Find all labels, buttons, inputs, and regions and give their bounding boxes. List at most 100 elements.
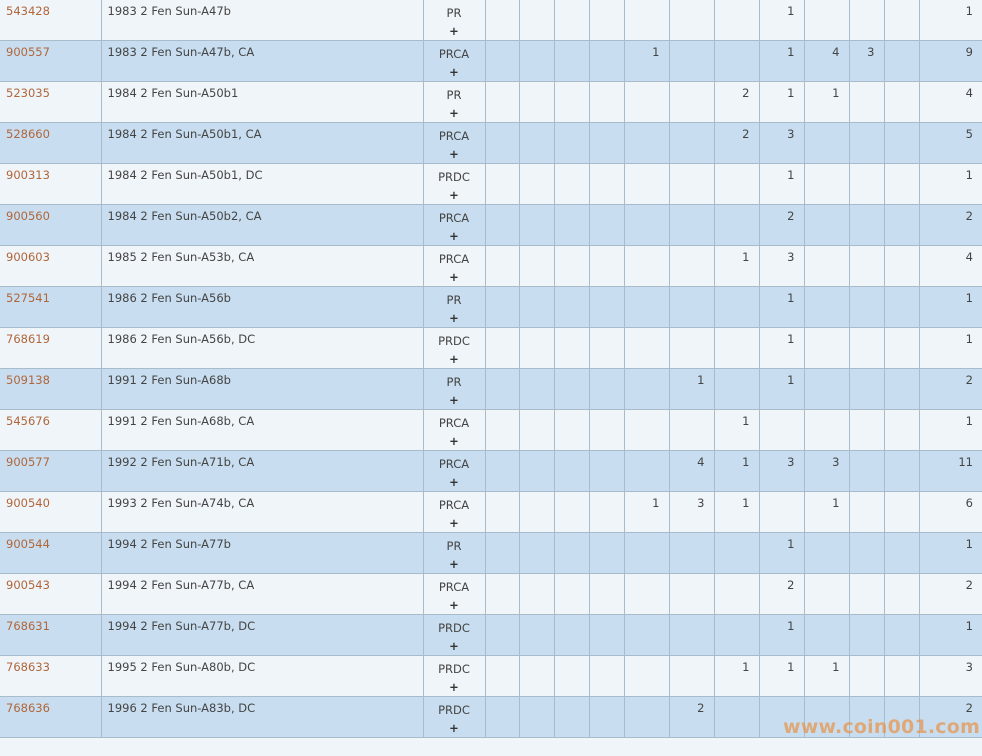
expand-plus-icon[interactable]: + xyxy=(449,639,459,653)
grade-count-cell: 1 xyxy=(758,327,805,369)
grade-count-cell xyxy=(848,245,885,287)
grade-count-cell xyxy=(848,532,885,574)
cert-id-link[interactable]: 900313 xyxy=(6,168,50,182)
cert-id-cell: 900544 xyxy=(0,532,102,574)
coin-name-cell: 1993 2 Fen Sun-A74b, CA xyxy=(100,491,424,533)
grade-count-cell xyxy=(848,655,885,697)
grade-count-cell: 4 xyxy=(668,450,715,492)
grade-count-cell xyxy=(713,532,760,574)
grade-count-cell xyxy=(883,655,920,697)
cert-id-link[interactable]: 545676 xyxy=(6,414,50,428)
grade-count-cell: 2 xyxy=(668,696,715,738)
grade-count-cell: 1 xyxy=(713,245,760,287)
grade-count-cell: 2 xyxy=(713,122,760,164)
cert-id-link[interactable]: 900543 xyxy=(6,578,50,592)
grade-count-cell xyxy=(848,573,885,615)
grade-count-cell: 1 xyxy=(803,655,850,697)
cert-id-link[interactable]: 900540 xyxy=(6,496,50,510)
grade-count-cell xyxy=(883,614,920,656)
expand-plus-icon[interactable]: + xyxy=(449,270,459,284)
grade-count-cell xyxy=(588,696,625,738)
grade-count-cell xyxy=(883,245,920,287)
cert-id-link[interactable]: 768636 xyxy=(6,701,50,715)
grade-count-cell xyxy=(668,409,715,451)
grade-count-cell xyxy=(883,40,920,82)
grade-count-cell xyxy=(758,409,805,451)
cert-id-link[interactable]: 900603 xyxy=(6,250,50,264)
expand-plus-icon[interactable]: + xyxy=(449,188,459,202)
cert-id-cell: 900313 xyxy=(0,163,102,205)
cert-id-link[interactable]: 900557 xyxy=(6,45,50,59)
grade-count-cell xyxy=(518,491,555,533)
table-row: 768619 1986 2 Fen Sun-A56b, DC PRDC +1 1 xyxy=(0,327,982,369)
grade-count-cell xyxy=(518,409,555,451)
total-count-cell: 11 xyxy=(918,450,982,492)
grade-count-cell: 3 xyxy=(758,450,805,492)
grade-count-cell xyxy=(484,286,520,328)
grade-count-cell xyxy=(553,491,590,533)
grade-count-cell xyxy=(668,532,715,574)
cert-id-link[interactable]: 768633 xyxy=(6,660,50,674)
expand-plus-icon[interactable]: + xyxy=(449,434,459,448)
grade-count-cell xyxy=(623,286,670,328)
coin-name-cell: 1991 2 Fen Sun-A68b, CA xyxy=(100,409,424,451)
grade-count-cell xyxy=(668,286,715,328)
expand-plus-icon[interactable]: + xyxy=(449,557,459,571)
total-count-cell: 2 xyxy=(918,573,982,615)
grade-count-cell xyxy=(848,81,885,123)
expand-plus-icon[interactable]: + xyxy=(449,24,459,38)
grade-count-cell xyxy=(484,327,520,369)
watermark: www.coin001.com xyxy=(783,716,981,738)
grade-cell: PRCA + xyxy=(422,204,486,246)
cert-id-link[interactable]: 543428 xyxy=(6,4,50,18)
cert-id-link[interactable]: 900544 xyxy=(6,537,50,551)
grade-count-cell xyxy=(553,163,590,205)
cert-id-link[interactable]: 768631 xyxy=(6,619,50,633)
grade-count-cell xyxy=(484,450,520,492)
grade-count-cell xyxy=(588,286,625,328)
table-row: 900543 1994 2 Fen Sun-A77b, CA PRCA +2 2 xyxy=(0,573,982,615)
cert-id-link[interactable]: 527541 xyxy=(6,291,50,305)
grade-count-cell xyxy=(803,245,850,287)
expand-plus-icon[interactable]: + xyxy=(449,311,459,325)
total-count-cell: 1 xyxy=(918,286,982,328)
grade-count-cell xyxy=(553,40,590,82)
cert-id-link[interactable]: 528660 xyxy=(6,127,50,141)
grade-count-cell xyxy=(518,122,555,164)
expand-plus-icon[interactable]: + xyxy=(449,721,459,735)
coin-name-cell: 1983 2 Fen Sun-A47b xyxy=(100,0,424,41)
grade-count-cell xyxy=(713,40,760,82)
cert-id-cell: 545676 xyxy=(0,409,102,451)
grade-count-cell xyxy=(553,655,590,697)
grade-count-cell xyxy=(553,573,590,615)
cert-id-link[interactable]: 768619 xyxy=(6,332,50,346)
expand-plus-icon[interactable]: + xyxy=(449,229,459,243)
grade-count-cell: 1 xyxy=(758,368,805,410)
grade-count-cell: 3 xyxy=(803,450,850,492)
expand-plus-icon[interactable]: + xyxy=(449,147,459,161)
grade-count-cell xyxy=(623,245,670,287)
cert-id-link[interactable]: 900577 xyxy=(6,455,50,469)
expand-plus-icon[interactable]: + xyxy=(449,598,459,612)
expand-plus-icon[interactable]: + xyxy=(449,393,459,407)
table-row: 768633 1995 2 Fen Sun-A80b, DC PRDC +1 1 1 3 xyxy=(0,655,982,697)
grade-count-cell xyxy=(883,122,920,164)
cert-id-cell: 543428 xyxy=(0,0,102,41)
cert-id-link[interactable]: 900560 xyxy=(6,209,50,223)
cert-id-link[interactable]: 523035 xyxy=(6,86,50,100)
grade-count-cell xyxy=(623,327,670,369)
expand-plus-icon[interactable]: + xyxy=(449,106,459,120)
expand-plus-icon[interactable]: + xyxy=(449,680,459,694)
grade-count-cell xyxy=(553,450,590,492)
total-count-cell: 4 xyxy=(918,81,982,123)
expand-plus-icon[interactable]: + xyxy=(449,352,459,366)
expand-plus-icon[interactable]: + xyxy=(449,65,459,79)
grade-cell: PRCA + xyxy=(422,409,486,451)
grade-count-cell: 1 xyxy=(758,40,805,82)
grade-label: PRDC xyxy=(438,170,470,184)
expand-plus-icon[interactable]: + xyxy=(449,475,459,489)
grade-count-cell xyxy=(518,286,555,328)
grade-count-cell xyxy=(518,614,555,656)
cert-id-link[interactable]: 509138 xyxy=(6,373,50,387)
expand-plus-icon[interactable]: + xyxy=(449,516,459,530)
